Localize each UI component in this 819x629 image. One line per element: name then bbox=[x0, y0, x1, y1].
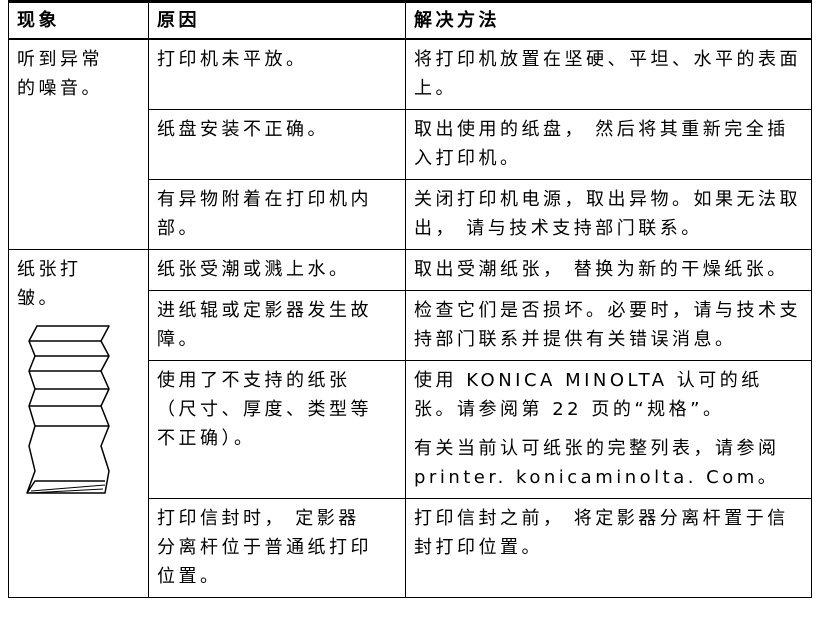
cause-cell: 使用了不支持的纸张（尺寸、厚度、类型等不正确）。 bbox=[148, 360, 406, 499]
cause-cell: 纸盘安装不正确。 bbox=[148, 109, 406, 180]
wrinkled-paper-illustration bbox=[26, 325, 110, 494]
symptom-cell: 纸张打皱。 bbox=[8, 249, 149, 598]
header-cell: 原因 bbox=[148, 0, 406, 40]
symptom-text: 纸张打皱。 bbox=[17, 259, 82, 309]
solution-text: 取出受潮纸张， 替换为新的干燥纸张。 bbox=[414, 259, 789, 280]
solution-cell: 取出受潮纸张， 替换为新的干燥纸张。 bbox=[405, 249, 812, 291]
table-row: 打印信封时， 定影器分离杆位于普通纸打印位置。 打印信封之前， 将定影器分离杆置于… bbox=[9, 498, 812, 598]
table-row: 纸盘安装不正确。 取出使用的纸盘， 然后将其重新完全插入打印机。 bbox=[9, 109, 812, 180]
solution-text: 检查它们是否损坏。必要时，请与技术支持部门联系并提供有关错误消息。 bbox=[414, 300, 801, 350]
solution-cell: 检查它们是否损坏。必要时，请与技术支持部门联系并提供有关错误消息。 bbox=[405, 290, 812, 361]
cause-cell: 有异物附着在打印机内部。 bbox=[148, 179, 406, 250]
cause-cell: 打印机未平放。 bbox=[148, 38, 406, 110]
solution-cell: 关闭打印机电源，取出异物。如果无法取出， 请与技术支持部门联系。 bbox=[405, 179, 812, 250]
cause-text: 有异物附着在打印机内部。 bbox=[157, 189, 372, 239]
cause-text: 打印机未平放。 bbox=[157, 49, 308, 70]
table-row: 听到异常的噪音。 打印机未平放。 将打印机放置在坚硬、平坦、水平的表面上。 bbox=[8, 38, 812, 250]
solution-text: 有关当前认可纸张的完整列表，请参阅 printer. konicaminolta… bbox=[414, 438, 780, 488]
cause-text: 纸张受潮或溅上水。 bbox=[157, 259, 351, 280]
solution-text: 取出使用的纸盘， 然后将其重新完全插入打印机。 bbox=[414, 119, 789, 169]
table-row: 有异物附着在打印机内部。 关闭打印机电源，取出异物。如果无法取出， 请与技术支持部… bbox=[9, 179, 812, 250]
header-cell: 现象 bbox=[8, 0, 149, 40]
table-row: 进纸辊或定影器发生故障。 检查它们是否损坏。必要时，请与技术支持部门联系并提供有关… bbox=[9, 290, 812, 361]
troubleshooting-table: 现象 原因 解决方法 听到异常的噪音。 打印机未平放。 将打印机放置在坚硬、平坦、水… bbox=[8, 0, 812, 598]
cause-text: 纸盘安装不正确。 bbox=[157, 119, 329, 140]
header-cell: 解决方法 bbox=[405, 0, 812, 40]
symptom-cell: 听到异常的噪音。 bbox=[8, 38, 149, 250]
solution-text: 将打印机放置在坚硬、平坦、水平的表面上。 bbox=[414, 49, 801, 99]
table-row: 纸张打皱。 纸张受潮或溅上水。 取出受潮纸张， 替换为新的干燥纸张。 bbox=[8, 249, 812, 598]
solution-cell: 打印信封之前， 将定影器分离杆置于信封打印位置。 bbox=[405, 498, 812, 598]
cause-text: 使用了不支持的纸张（尺寸、厚度、类型等不正确）。 bbox=[157, 370, 372, 449]
symptom-text: 听到异常的噪音。 bbox=[17, 49, 103, 99]
cause-cell: 打印信封时， 定影器分离杆位于普通纸打印位置。 bbox=[148, 498, 406, 598]
cause-text: 进纸辊或定影器发生故障。 bbox=[157, 300, 372, 350]
cause-cell: 纸张受潮或溅上水。 bbox=[148, 249, 406, 291]
solution-cell: 取出使用的纸盘， 然后将其重新完全插入打印机。 bbox=[405, 109, 812, 180]
cause-cell: 进纸辊或定影器发生故障。 bbox=[148, 290, 406, 361]
solution-text: 关闭打印机电源，取出异物。如果无法取出， 请与技术支持部门联系。 bbox=[414, 189, 801, 239]
solution-cell: 将打印机放置在坚硬、平坦、水平的表面上。 bbox=[405, 38, 812, 110]
table-row: 使用了不支持的纸张（尺寸、厚度、类型等不正确）。 使用 KONICA MINOLT… bbox=[9, 360, 812, 499]
solution-text: 使用 KONICA MINOLTA 认可的纸张。请参阅第 22 页的“规格”。 bbox=[414, 370, 763, 420]
table-body: 听到异常的噪音。 打印机未平放。 将打印机放置在坚硬、平坦、水平的表面上。纸盘安装不… bbox=[8, 38, 812, 598]
solution-text: 打印信封之前， 将定影器分离杆置于信封打印位置。 bbox=[414, 508, 789, 558]
solution-cell: 使用 KONICA MINOLTA 认可的纸张。请参阅第 22 页的“规格”。有… bbox=[405, 360, 812, 499]
cause-text: 打印信封时， 定影器分离杆位于普通纸打印位置。 bbox=[157, 508, 372, 587]
header-row: 现象 原因 解决方法 bbox=[8, 0, 812, 40]
